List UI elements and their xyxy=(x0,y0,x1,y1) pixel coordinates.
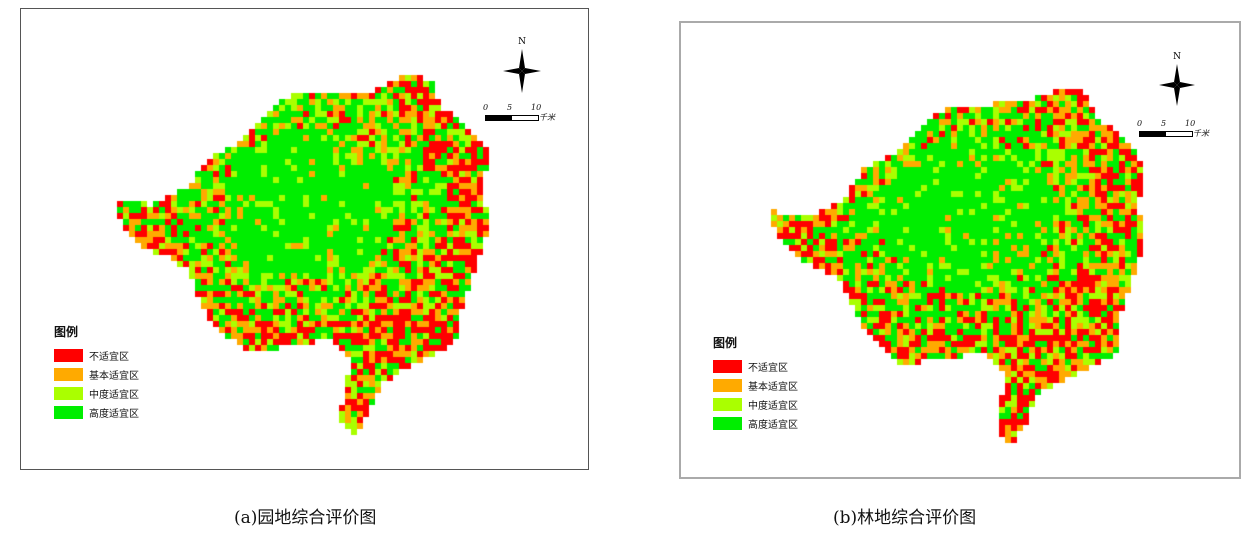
scale-tick: 0 xyxy=(1137,119,1143,128)
legend-swatch xyxy=(54,406,83,419)
legend: 图例 不适宜区 基本适宜区 中度适宜区 高度适宜区 xyxy=(54,323,139,422)
suitability-map-forest xyxy=(681,23,1239,477)
map-panel-forest: N 0 5 10 千米 图例 不适宜区 基本适宜区 中度适宜区 高度适宜区 xyxy=(679,21,1241,479)
scale-bar: 0 5 10 千米 xyxy=(483,103,583,127)
legend-swatch xyxy=(54,387,83,400)
scale-unit: 千米 xyxy=(1193,129,1209,138)
scale-tick: 5 xyxy=(1161,119,1167,128)
legend-title: 图例 xyxy=(54,325,79,339)
legend-swatch xyxy=(713,360,742,373)
north-label: N xyxy=(518,37,526,47)
caption-forest: (b)林地综合评价图 xyxy=(833,508,977,528)
scale-tick: 5 xyxy=(507,103,513,112)
legend-item: 高度适宜区 xyxy=(713,414,798,433)
legend-item: 基本适宜区 xyxy=(713,376,798,395)
legend-label: 中度适宜区 xyxy=(748,401,798,412)
scale-bar: 0 5 10 千米 xyxy=(1137,119,1237,143)
legend-swatch xyxy=(54,368,83,381)
legend-item: 不适宜区 xyxy=(713,357,798,376)
legend-label: 不适宜区 xyxy=(89,352,129,363)
scale-tick: 10 xyxy=(1185,119,1196,128)
legend-swatch xyxy=(713,417,742,430)
legend-item: 高度适宜区 xyxy=(54,403,139,422)
legend-swatch xyxy=(713,379,742,392)
scale-unit: 千米 xyxy=(539,113,555,122)
legend-item: 中度适宜区 xyxy=(54,384,139,403)
north-arrow-icon: N xyxy=(503,37,541,93)
legend-label: 不适宜区 xyxy=(748,363,788,374)
legend-swatch xyxy=(54,349,83,362)
legend: 图例 不适宜区 基本适宜区 中度适宜区 高度适宜区 xyxy=(713,334,798,433)
legend-swatch xyxy=(713,398,742,411)
legend-label: 基本适宜区 xyxy=(89,371,139,382)
legend-title: 图例 xyxy=(713,336,738,350)
scale-tick: 10 xyxy=(531,103,542,112)
legend-label: 高度适宜区 xyxy=(748,420,798,431)
legend-label: 基本适宜区 xyxy=(748,382,798,393)
north-arrow-icon: N xyxy=(1159,52,1195,106)
north-label: N xyxy=(1173,52,1181,62)
suitability-map-garden xyxy=(21,9,588,469)
caption-garden: (a)园地综合评价图 xyxy=(234,508,377,528)
legend-item: 中度适宜区 xyxy=(713,395,798,414)
legend-label: 中度适宜区 xyxy=(89,390,139,401)
map-panel-garden: N 0 5 10 千米 图例 不适宜区 基本适宜区 中度适宜区 高度适宜区 xyxy=(20,8,589,470)
legend-item: 不适宜区 xyxy=(54,346,139,365)
scale-tick: 0 xyxy=(483,103,489,112)
legend-label: 高度适宜区 xyxy=(89,409,139,420)
legend-item: 基本适宜区 xyxy=(54,365,139,384)
